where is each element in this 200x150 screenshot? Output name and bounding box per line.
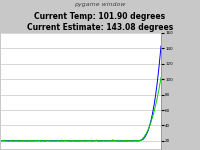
Text: Current Estimate: 143.08 degrees: Current Estimate: 143.08 degrees [27, 23, 173, 32]
Text: Current Temp: 101.90 degrees: Current Temp: 101.90 degrees [34, 12, 166, 21]
Text: pygame window: pygame window [74, 2, 126, 7]
